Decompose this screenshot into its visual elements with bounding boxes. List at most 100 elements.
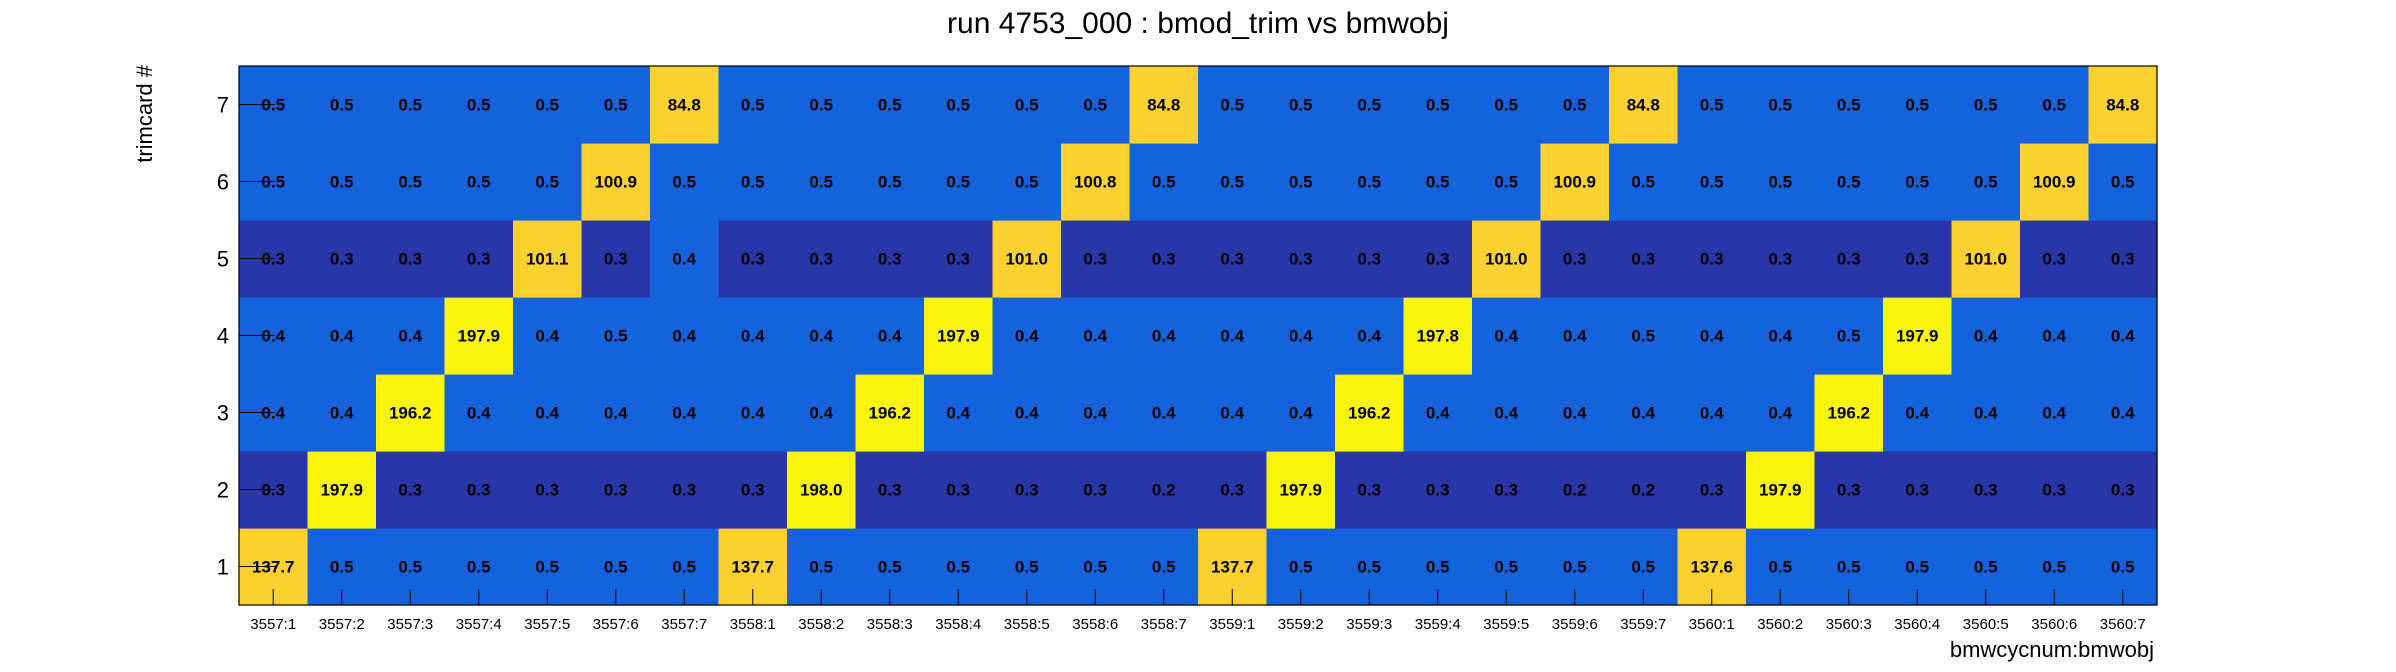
cell-value-label: 0.3 (946, 250, 970, 269)
heatmap-cell (855, 451, 925, 529)
cell-value-label: 196.2 (1827, 404, 1870, 423)
cell-value-label: 0.4 (1494, 327, 1518, 346)
heatmap-cell (1540, 374, 1610, 452)
cell-value-label: 0.5 (1974, 96, 1998, 115)
heatmap-cell (1883, 297, 1953, 375)
cell-value-label: 0.4 (1152, 327, 1176, 346)
cell-value-label: 0.5 (1837, 327, 1861, 346)
heatmap-cell (1814, 66, 1884, 144)
heatmap-cell (1472, 451, 1542, 529)
cell-value-label: 0.5 (878, 558, 902, 577)
heatmap-cell (1335, 220, 1405, 298)
heatmap-cell (1951, 220, 2021, 298)
cell-value-label: 0.3 (1083, 250, 1107, 269)
cell-value-label: 0.3 (1905, 250, 1929, 269)
cell-value-label: 0.5 (809, 173, 833, 192)
heatmap-cell (992, 66, 1062, 144)
cell-value-label: 137.7 (731, 558, 774, 577)
cell-value-label: 0.4 (1563, 404, 1587, 423)
cell-value-label: 0.5 (535, 173, 559, 192)
x-tick-label: 3559:5 (1483, 616, 1529, 633)
heatmap-cell (307, 220, 377, 298)
cell-value-label: 100.9 (1553, 173, 1596, 192)
heatmap-cell (650, 220, 720, 298)
cell-value-label: 0.5 (330, 173, 354, 192)
x-tick-label: 3560:3 (1826, 616, 1872, 633)
heatmap-cell (1061, 451, 1131, 529)
cell-value-label: 0.5 (809, 558, 833, 577)
cell-value-label: 0.5 (878, 96, 902, 115)
heatmap-cell (2088, 143, 2158, 221)
cell-value-label: 0.5 (1905, 173, 1929, 192)
cell-value-label: 197.9 (1759, 481, 1802, 500)
heatmap-cell (1472, 220, 1542, 298)
x-tick-label: 3558:7 (1141, 616, 1187, 633)
cell-value-label: 0.3 (1905, 481, 1929, 500)
heatmap-cell (992, 143, 1062, 221)
cell-value-label: 0.4 (1152, 404, 1176, 423)
cell-value-label: 0.4 (1426, 404, 1450, 423)
heatmap-cell (1403, 220, 1473, 298)
cell-value-label: 0.5 (1974, 173, 1998, 192)
cell-value-label: 0.4 (1494, 404, 1518, 423)
heatmap-cell (1677, 451, 1747, 529)
cell-value-label: 0.4 (672, 327, 696, 346)
cell-value-label: 0.5 (809, 96, 833, 115)
heatmap-cell (444, 220, 514, 298)
heatmap-cell (513, 374, 583, 452)
x-tick-label: 3558:4 (935, 616, 981, 633)
cell-value-label: 0.3 (1220, 250, 1244, 269)
heatmap-cell (2088, 220, 2158, 298)
x-tick-label: 3557:6 (593, 616, 639, 633)
cell-value-label: 0.4 (1083, 404, 1107, 423)
heatmap-cell (307, 66, 377, 144)
cell-value-label: 196.2 (1348, 404, 1391, 423)
heatmap-cell (718, 297, 788, 375)
heatmap-cell (581, 66, 651, 144)
heatmap-cell (1335, 451, 1405, 529)
cell-value-label: 0.5 (1083, 558, 1107, 577)
heatmap-cell (1814, 451, 1884, 529)
heatmap-cell (444, 297, 514, 375)
heatmap-cell (1129, 66, 1199, 144)
cell-value-label: 0.5 (672, 558, 696, 577)
cell-value-label: 0.4 (1768, 327, 1792, 346)
y-tick-label: 5 (217, 247, 229, 272)
cell-value-label: 0.5 (1700, 96, 1724, 115)
x-tick-label: 3560:2 (1757, 616, 1803, 633)
heatmap-cell (924, 451, 994, 529)
cell-value-label: 0.5 (1357, 173, 1381, 192)
heatmap-cell (376, 451, 446, 529)
heatmap-cell (992, 297, 1062, 375)
heatmap-cell (444, 66, 514, 144)
cell-value-label: 84.8 (2106, 96, 2139, 115)
heatmap-cell (1061, 220, 1131, 298)
cell-value-label: 0.5 (398, 173, 422, 192)
heatmap-cell (1951, 66, 2021, 144)
y-tick-label: 6 (217, 170, 229, 195)
cell-value-label: 198.0 (800, 481, 843, 500)
heatmap-cell (2020, 143, 2090, 221)
cell-value-label: 0.4 (1220, 327, 1244, 346)
cell-value-label: 0.5 (1837, 96, 1861, 115)
heatmap-cell (581, 374, 651, 452)
heatmap-cell (718, 220, 788, 298)
cell-value-label: 0.3 (1837, 250, 1861, 269)
heatmap-cell (2020, 220, 2090, 298)
cell-value-label: 0.5 (1700, 173, 1724, 192)
cell-value-label: 84.8 (1627, 96, 1660, 115)
cell-value-label: 0.4 (1974, 327, 1998, 346)
heatmap-cell (1883, 451, 1953, 529)
cell-value-label: 0.5 (2111, 173, 2135, 192)
cell-value-label: 0.3 (878, 250, 902, 269)
x-tick-label: 3558:5 (1004, 616, 1050, 633)
heatmap-cell (1883, 66, 1953, 144)
cell-value-label: 0.5 (1837, 173, 1861, 192)
heatmap-cell (1746, 451, 1816, 529)
heatmap-cell (1129, 297, 1199, 375)
cell-value-label: 101.0 (1964, 250, 2007, 269)
heatmap-cell (855, 220, 925, 298)
heatmap-cell (1198, 374, 1268, 452)
heatmap-cell (376, 297, 446, 375)
